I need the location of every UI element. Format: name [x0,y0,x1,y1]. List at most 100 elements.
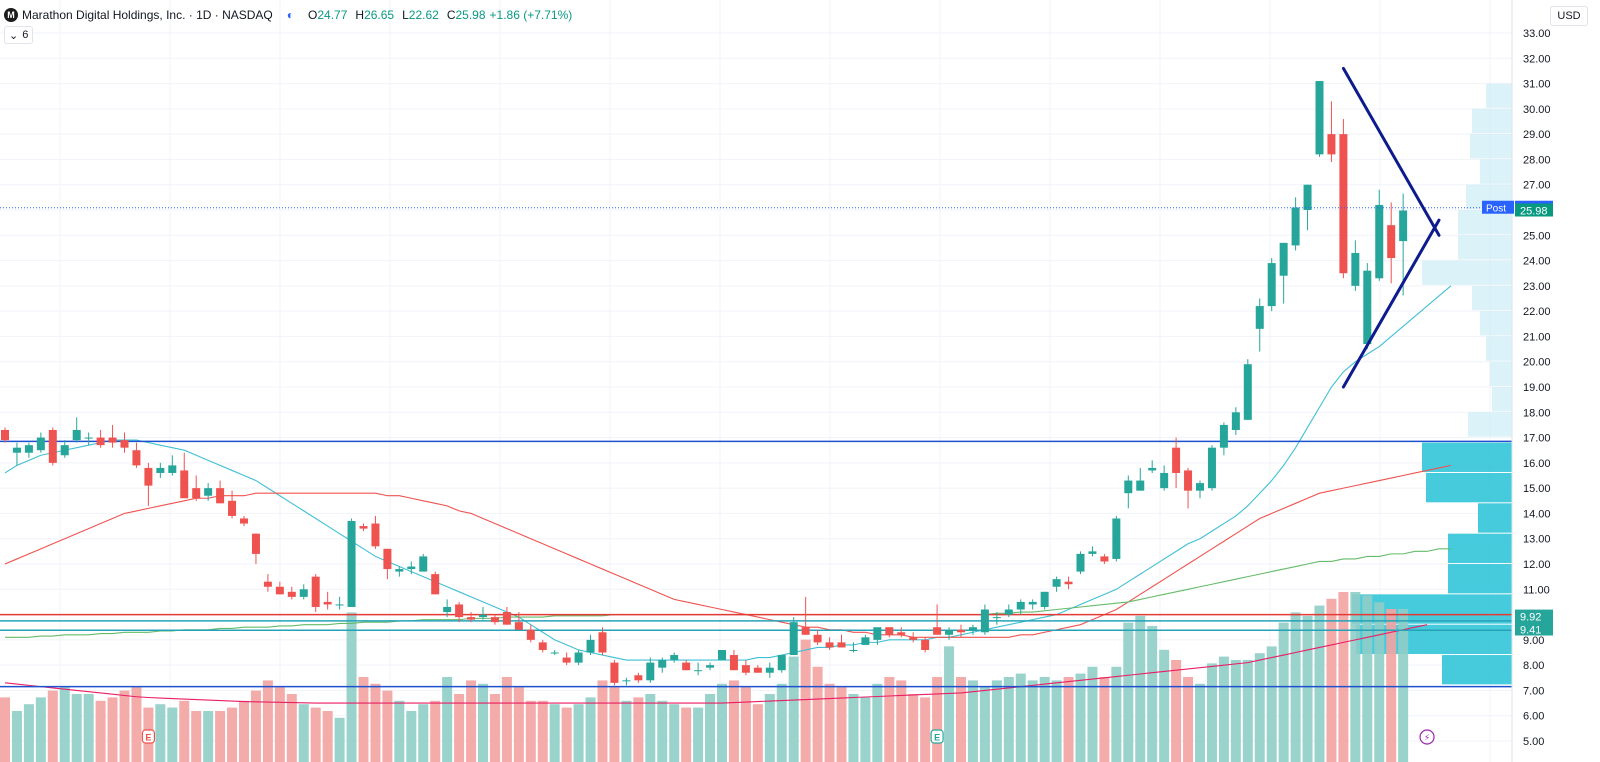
volume-profile-bar [1478,503,1512,533]
volume-bar [83,694,94,762]
candle-body [1351,252,1360,286]
candle-body [1196,483,1204,491]
candle [933,604,942,635]
candle [1279,242,1288,304]
volume-bar [1027,680,1038,762]
candle-body [741,665,750,673]
volume-bar [717,683,727,762]
volume-bar [693,707,704,762]
volume-bar [334,717,345,762]
volume-bar [358,677,369,762]
market-status-icon[interactable]: ◐ [286,8,295,22]
candle [132,442,141,468]
currency-selector[interactable]: USD [1550,6,1588,26]
candle [1219,422,1228,456]
candle-body [48,429,57,463]
candle [646,657,655,683]
volume-bar [394,700,405,762]
moving-average-line [4,464,1452,638]
volume-bar [322,711,333,762]
candle-body [1375,204,1384,279]
volume-bar [920,697,931,762]
candle-body [12,447,21,453]
moving-average-line [4,285,1452,661]
candle-body [60,445,69,456]
volume-profile-bar [1458,235,1512,260]
candle [968,624,977,635]
price-tick-label: 25.00 [1523,230,1551,242]
volume-bar [764,694,775,762]
candle [180,452,189,499]
candle-body [658,660,667,668]
symbol-title[interactable]: Marathon Digital Holdings, Inc. · 1D · N… [22,8,273,22]
candle [467,612,476,623]
candle [1016,599,1025,615]
candle-body [323,601,332,605]
candle-body [1184,470,1193,491]
candle [323,591,332,610]
price-tick-label: 7.00 [1523,685,1544,697]
candle-body [263,581,272,587]
candle [634,672,643,683]
candle [897,627,906,638]
price-axis-label: 9.92 [1515,609,1553,624]
volume-bar [657,700,668,762]
candle [885,627,894,638]
moving-average-line [4,624,1428,704]
candle-body [1028,601,1037,605]
candle-body [1172,447,1181,473]
candle [24,442,33,458]
candle [96,429,105,448]
volume-bar [0,697,10,762]
candle-body [1136,480,1145,491]
ohlc-low-value: 22.62 [408,8,439,22]
price-axis-label-box [1515,622,1553,636]
volume-bar [11,711,22,762]
candle [1184,467,1193,509]
candle-body [275,586,284,595]
volume-bar [1278,622,1289,762]
candle [574,649,583,666]
candle-body [1339,134,1348,274]
volume-profile-bar [1490,361,1512,386]
price-tick-label: 29.00 [1523,129,1551,141]
candle [287,586,296,600]
volume-bar [501,677,512,762]
volume-bar [824,683,835,762]
volume-bar [262,680,273,762]
candle [72,417,81,443]
volume-bar [155,704,166,762]
volume-bar [1302,615,1313,762]
candle [825,637,834,650]
earnings-marker-label: E [145,733,151,743]
volume-bar [669,704,680,762]
price-tick-label: 21.00 [1523,331,1551,343]
candle [1363,263,1372,350]
candle-body [479,614,487,618]
candle-body [443,606,452,613]
volume-profile-bar [1422,260,1512,285]
candle-body [502,612,511,625]
candle-body [467,617,476,620]
candle [431,571,440,595]
volume-bar [418,704,429,762]
volume-bar [179,700,190,762]
volume-bar [191,711,202,762]
indicators-toggle[interactable]: ⌄ 6 [4,26,34,44]
candle-body [1243,364,1252,420]
candle [1339,118,1348,279]
volume-bar [406,711,417,762]
volume-bar [1326,598,1337,762]
price-axis-label-value: 9.41 [1520,624,1541,636]
volume-profile-bar [1442,655,1512,685]
candle [1028,599,1037,610]
volume-bar [896,680,907,762]
volume-bar [860,697,871,762]
candle [1088,546,1097,557]
candle-body [885,627,894,635]
candle [359,523,368,532]
candle-body [1363,270,1372,345]
volume-bar [991,680,1002,762]
candle [1327,101,1336,162]
